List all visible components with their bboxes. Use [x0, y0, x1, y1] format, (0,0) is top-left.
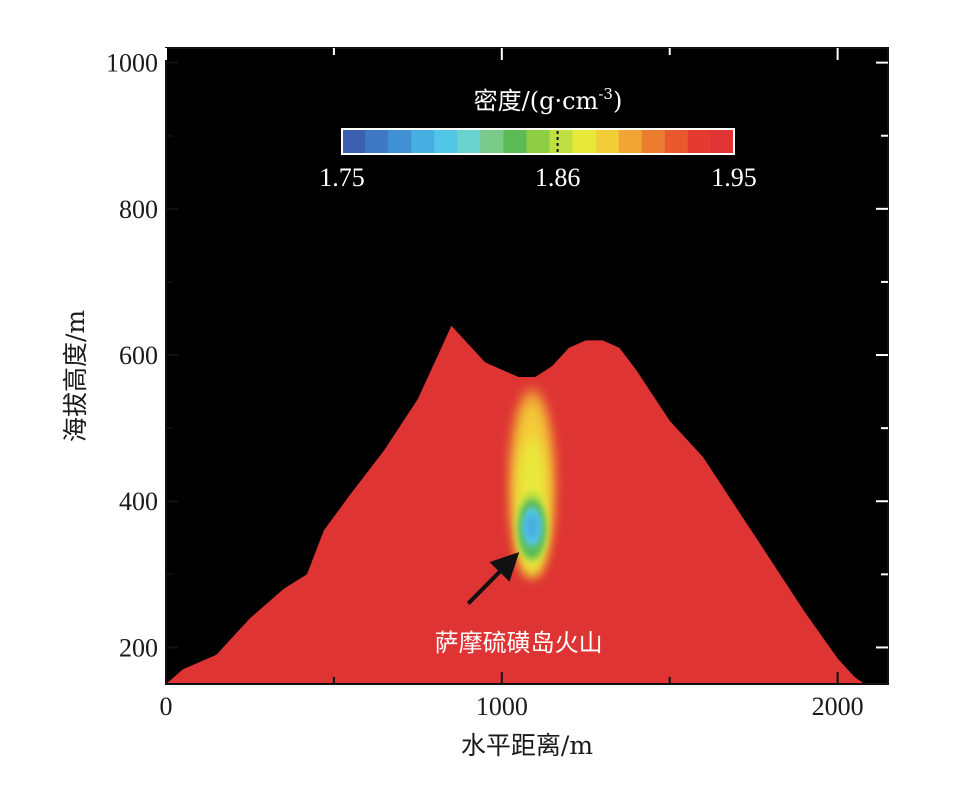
colorbar-cell [342, 129, 366, 154]
colorbar-cell [572, 129, 597, 154]
x-tick-label: 0 [160, 692, 173, 721]
colorbar-tick-label: 1.75 [319, 163, 365, 192]
colorbar-title-close: ) [613, 87, 622, 115]
colorbar-cell [710, 129, 735, 154]
colorbar-title-main: 密度/(g·cm [474, 87, 599, 115]
x-tick-label: 1000 [476, 692, 528, 721]
colorbar-tick-label: 1.95 [711, 163, 757, 192]
x-axis-title: 水平距离/m [461, 731, 593, 760]
colorbar-cell [687, 129, 712, 154]
x-tick-label: 2000 [812, 692, 864, 721]
y-tick-label: 400 [119, 487, 158, 516]
colorbar: 密度/(g·cm-3) 1.75 1.86 1.95 [319, 85, 757, 192]
colorbar-cell [457, 129, 481, 154]
plot-frame [165, 47, 889, 685]
colorbar-border [341, 128, 735, 155]
colorbar-cell [503, 129, 528, 154]
colorbar-cell [526, 129, 551, 154]
colorbar-cell [388, 129, 412, 154]
colorbar-cell [641, 129, 666, 154]
colorbar-title: 密度/(g·cm-3) [474, 85, 623, 115]
anomaly-layer-6 [526, 514, 539, 539]
colorbar-cells [342, 129, 735, 154]
annotation-label: 萨摩硫磺岛火山 [435, 629, 603, 657]
colorbar-cell [595, 129, 620, 154]
colorbar-cell [549, 129, 574, 154]
colorbar-title-exponent: -3 [598, 85, 613, 103]
y-axis-title: 海拔高度/m [61, 310, 90, 442]
colorbar-cell [411, 129, 435, 154]
colorbar-cell [618, 129, 643, 154]
axis-ticks [165, 48, 888, 684]
annotation-arrow [466, 552, 520, 605]
y-tick-label: 1000 [106, 49, 158, 78]
colorbar-tick-label: 1.86 [535, 163, 581, 192]
low-density-anomaly [510, 389, 555, 577]
colorbar-tick-labels: 1.75 1.86 1.95 [319, 163, 757, 192]
y-tick-label: 200 [119, 633, 158, 662]
colorbar-cell [365, 129, 389, 154]
y-tick-label: 600 [119, 341, 158, 370]
axis-tick-labels: 200 400 600 800 1000 0 1000 2000 [106, 49, 864, 721]
colorbar-cell [434, 129, 458, 154]
colorbar-cell [664, 129, 689, 154]
colorbar-cell [480, 129, 505, 154]
y-tick-label: 800 [119, 195, 158, 224]
